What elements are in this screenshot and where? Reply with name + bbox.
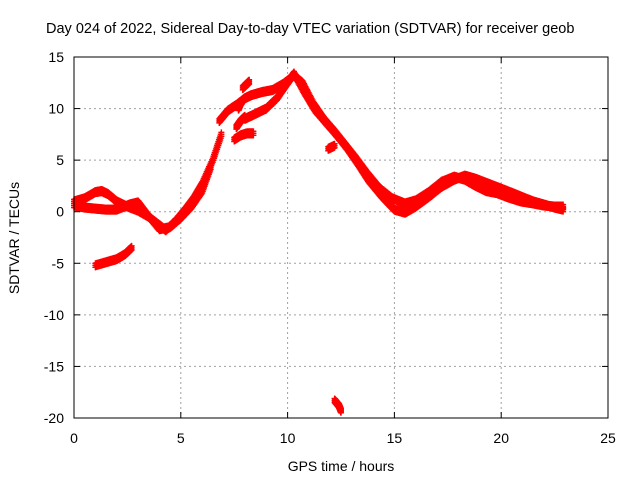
data-point <box>246 80 253 87</box>
series-track-d <box>241 68 567 218</box>
series-fragment-4 <box>235 95 246 114</box>
axis-ticks: 0 5 10 15 20 25 -20 -15 -10 -5 0 5 10 15 <box>44 49 616 446</box>
data-point <box>331 144 338 151</box>
data-point <box>218 133 225 140</box>
series-fragment-2 <box>231 128 257 145</box>
y-tick-label: 10 <box>48 101 64 117</box>
data-point <box>128 246 135 253</box>
y-tick-label: -10 <box>44 307 64 323</box>
x-axis-label: GPS time / hours <box>288 458 395 474</box>
series-fragment-7 <box>325 140 338 154</box>
series-fragment-5 <box>239 76 253 93</box>
series-fragment-1 <box>92 242 135 271</box>
x-tick-label: 5 <box>177 430 185 446</box>
series-track-b <box>71 162 214 235</box>
data-point <box>239 99 246 106</box>
data-point <box>338 409 344 416</box>
series-fragment-3 <box>233 111 248 133</box>
y-tick-label: 15 <box>48 49 64 65</box>
y-tick-label: -5 <box>52 255 65 271</box>
data-point <box>250 132 257 139</box>
x-tick-label: 15 <box>387 430 403 446</box>
grid <box>74 57 608 418</box>
x-tick-label: 0 <box>70 430 78 446</box>
x-tick-label: 10 <box>280 430 296 446</box>
y-tick-label: 5 <box>56 152 64 168</box>
data-series <box>71 68 567 416</box>
x-tick-label: 25 <box>600 430 616 446</box>
series-fragment-6 <box>331 395 344 416</box>
y-tick-label: -15 <box>44 358 64 374</box>
data-point <box>241 115 248 122</box>
y-tick-label: -20 <box>44 410 64 426</box>
chart-title: Day 024 of 2022, Sidereal Day-to-day VTE… <box>46 21 574 37</box>
plot-frame <box>73 56 609 419</box>
x-tick-label: 20 <box>493 430 509 446</box>
y-axis-label: SDTVAR / TECUs <box>6 182 22 294</box>
data-point <box>207 166 214 173</box>
y-tick-label: 0 <box>56 204 64 220</box>
data-point <box>560 208 567 215</box>
